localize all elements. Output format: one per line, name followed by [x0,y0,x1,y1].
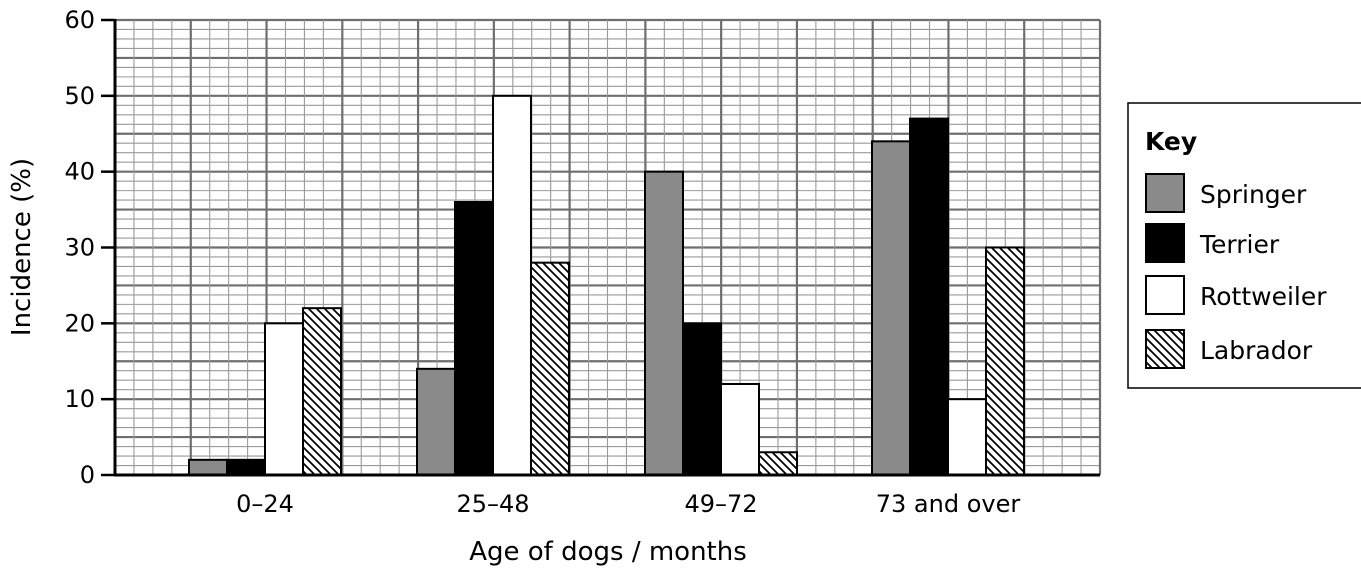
bar-labrador-2 [758,451,798,476]
legend-label-springer: Springer [1200,180,1307,209]
bar-rottweiler-2 [720,383,760,476]
y-tick-label: 0 [80,461,95,489]
x-tick-label: 49–72 [684,490,757,518]
x-tick-label: 25–48 [456,490,529,518]
y-tick-label: 30 [64,234,95,262]
bar-labrador-0 [302,307,342,476]
legend-label-rottweiler: Rottweiler [1200,282,1327,311]
y-tick-label: 40 [64,158,95,186]
bars [188,94,1025,477]
bar-terrier-3 [909,117,949,476]
bar-springer-3 [871,140,911,476]
legend-title: Key [1145,127,1197,156]
legend-swatch-springer [1145,173,1185,213]
axes: 0 10 20 30 40 50 60 0–24 25–48 49–72 73 and over [64,6,1100,518]
y-tick-label: 10 [64,385,95,413]
legend-label-labrador: Labrador [1200,336,1313,365]
bar-terrier-1 [454,201,494,476]
y-tick-label: 60 [64,6,95,34]
bar-rottweiler-0 [264,322,304,477]
x-tick-label: 0–24 [236,490,294,518]
bar-springer-2 [644,170,684,477]
x-axis-title: Age of dogs / months [469,537,747,567]
bar-rottweiler-3 [947,398,987,476]
y-tick-label: 20 [64,309,95,337]
bar-springer-0 [188,458,228,477]
legend-label-terrier: Terrier [1199,230,1280,259]
y-axis-title: Incidence (%) [7,158,37,336]
bar-labrador-3 [985,246,1025,476]
bar-springer-1 [416,367,456,477]
legend: Key Springer Terrier Rottweiler Labrador [1127,102,1361,389]
legend-swatch-terrier [1145,223,1185,263]
bar-labrador-1 [530,261,570,476]
bar-terrier-0 [226,458,266,477]
y-tick-label: 50 [64,82,95,110]
legend-swatch-rottweiler [1145,275,1185,315]
bar-terrier-2 [682,322,722,477]
bar-rottweiler-1 [492,94,532,476]
legend-swatch-labrador [1145,329,1185,369]
x-tick-label: 73 and over [876,490,1021,518]
